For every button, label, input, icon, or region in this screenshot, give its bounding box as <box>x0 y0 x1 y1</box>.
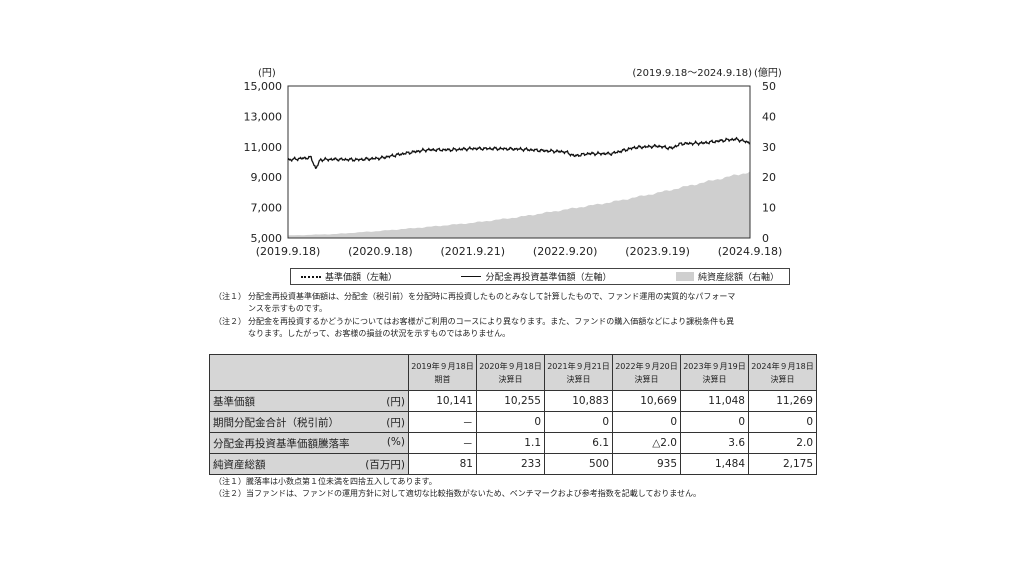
table-note-2: （注２）当ファンドは、ファンドの運用方針に対して適切な比較指数がないため、ベンチ… <box>214 489 702 498</box>
x-axis-tick-label: (2021.9.21) <box>441 245 506 258</box>
table-cell: 0 <box>544 411 613 433</box>
x-axis-tick-label: (2023.9.19) <box>625 245 690 258</box>
table-corner-cell <box>209 354 409 391</box>
legend-item-reinvest: 分配金再投資基準価額（左軸） <box>461 270 612 283</box>
x-axis-tick-label: (2020.9.18) <box>348 245 413 258</box>
table-cell: 935 <box>612 453 681 475</box>
table-cell: 500 <box>544 453 613 475</box>
table-cell: 2,175 <box>748 453 817 475</box>
note-label: （注１） <box>214 292 246 301</box>
left-axis-tick-label: 13,000 <box>244 110 283 123</box>
table-cell: 233 <box>476 453 545 475</box>
table-cell: 1,484 <box>680 453 749 475</box>
reinvest-nav-line <box>287 136 751 169</box>
row-label-cell: 基準価額 (円) <box>209 390 409 412</box>
row-label-cell: 分配金再投資基準価額騰落率 (%) <box>209 432 409 454</box>
table-cell: △2.0 <box>612 432 681 454</box>
right-axis-tick-label: 10 <box>762 202 776 215</box>
table-note-1: （注１）騰落率は小数点第１位未満を四捨五入してあります。 <box>214 477 437 486</box>
table-cell: 2.0 <box>748 432 817 454</box>
table-row: 期間分配金合計（税引前） (円) － 0 0 0 0 0 <box>209 411 817 433</box>
left-axis-tick-label: 11,000 <box>244 141 283 154</box>
table-cell: 10,255 <box>476 390 545 412</box>
performance-chart: 15,000 13,000 11,000 9,000 7,000 5,000 50 40 30 2… <box>244 66 783 258</box>
column-header: 2024年９月18日 決算日 <box>748 354 817 391</box>
legend-label-nav: 基準価額（左軸） <box>325 273 398 283</box>
row-label-cell: 期間分配金合計（税引前） (円) <box>209 411 409 433</box>
table-notes: （注１）騰落率は小数点第１位未満を四捨五入してあります。 （注２）当ファンドは、… <box>214 476 701 500</box>
table-row: 純資産総額 (百万円) 81 233 500 935 1,484 2,175 <box>209 453 817 475</box>
chart-note-2: （注２） 分配金を再投資するかどうかについてはお客様がご利用のコースにより異なりま… <box>214 316 834 340</box>
performance-table: 2019年９月18日 期首 2020年９月18日 決算日 2021年９月21日 決算日… <box>209 354 817 475</box>
chart-note-1: （注１） 分配金再投資基準価額は、分配金（税引前）を分配時に再投資したものとみなし… <box>214 291 834 315</box>
left-axis-tick-label: 5,000 <box>251 232 283 245</box>
x-axis-tick-label: (2019.9.18) <box>256 245 321 258</box>
left-axis-tick-label: 7,000 <box>251 202 283 215</box>
table-cell: 6.1 <box>544 432 613 454</box>
legend-label-assets: 純資産総額（右軸） <box>697 273 779 283</box>
note-text-cont: ンスを示すものです。 <box>248 304 328 313</box>
solid-line-swatch <box>461 276 482 277</box>
note-text: 分配金再投資基準価額は、分配金（税引前）を分配時に再投資したものとみなして計算し… <box>248 292 736 301</box>
area-swatch <box>675 272 694 281</box>
right-axis-tick-label: 0 <box>762 232 769 245</box>
table-cell: 10,883 <box>544 390 613 412</box>
note-text-cont: なります。したがって、お客様の損益の状況を示すものではありません。 <box>248 329 511 338</box>
table-cell: 0 <box>680 411 749 433</box>
chart-legend: 基準価額（左軸） 分配金再投資基準価額（左軸） 純資産総額（右軸） <box>290 268 790 285</box>
note-label: （注２） <box>214 317 246 326</box>
column-header: 2020年９月18日 決算日 <box>476 354 545 391</box>
table-cell: 10,141 <box>408 390 477 412</box>
table-cell: 11,269 <box>748 390 817 412</box>
table-cell: 81 <box>408 453 477 475</box>
table-header-row: 2019年９月18日 期首 2020年９月18日 決算日 2021年９月21日 決算日… <box>209 354 817 391</box>
left-axis-tick-label: 15,000 <box>244 80 283 93</box>
table-cell: 10,669 <box>612 390 681 412</box>
row-label-cell: 純資産総額 (百万円) <box>209 453 409 475</box>
net-assets-area <box>288 171 750 238</box>
left-axis-unit: (円) <box>258 68 276 79</box>
left-axis-tick-label: 9,000 <box>251 171 283 184</box>
dotted-line-swatch <box>301 275 321 278</box>
table-cell: 0 <box>476 411 545 433</box>
table-cell: 3.6 <box>680 432 749 454</box>
legend-item-assets: 純資産総額（右軸） <box>675 270 779 283</box>
table-cell: 11,048 <box>680 390 749 412</box>
plot-frame <box>287 85 751 239</box>
right-axis-unit: (億円) <box>754 66 782 79</box>
legend-label-reinvest: 分配金再投資基準価額（左軸） <box>485 273 612 283</box>
table-cell: 0 <box>612 411 681 433</box>
chart-period: (2019.9.18～2024.9.18) <box>632 68 752 79</box>
right-axis-tick-label: 30 <box>762 141 776 154</box>
x-axis-tick-label: (2024.9.18) <box>718 245 783 258</box>
table-cell: － <box>408 432 477 454</box>
right-axis-tick-label: 50 <box>762 80 776 93</box>
table-row: 分配金再投資基準価額騰落率 (%) － 1.1 6.1 △2.0 3.6 2.0 <box>209 432 817 454</box>
right-axis-tick-label: 40 <box>762 110 776 123</box>
right-axis-tick-label: 20 <box>762 171 776 184</box>
table-row: 基準価額 (円) 10,141 10,255 10,883 10,669 11,0… <box>209 390 817 412</box>
column-header: 2019年９月18日 期首 <box>408 354 477 391</box>
x-axis-tick-label: (2022.9.20) <box>533 245 598 258</box>
column-header: 2022年９月20日 決算日 <box>612 354 681 391</box>
table-cell: － <box>408 411 477 433</box>
column-header: 2021年９月21日 決算日 <box>544 354 613 391</box>
table-cell: 0 <box>748 411 817 433</box>
column-header: 2023年９月19日 決算日 <box>680 354 749 391</box>
note-text: 分配金を再投資するかどうかについてはお客様がご利用のコースにより異なります。また… <box>248 317 735 326</box>
legend-item-nav: 基準価額（左軸） <box>301 270 397 283</box>
table-cell: 1.1 <box>476 432 545 454</box>
